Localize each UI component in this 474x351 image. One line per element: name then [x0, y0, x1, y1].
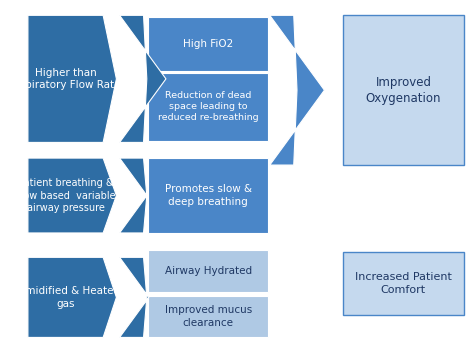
Polygon shape	[28, 158, 117, 233]
Text: Higher than
Inspiratory Flow Rate: Higher than Inspiratory Flow Rate	[10, 68, 121, 90]
Text: Increased Patient
Comfort: Increased Patient Comfort	[355, 272, 452, 294]
Polygon shape	[119, 15, 166, 143]
Text: Improved
Oxygenation: Improved Oxygenation	[365, 76, 441, 105]
Text: High FiO2: High FiO2	[183, 39, 233, 49]
Text: Promotes slow &
deep breathing: Promotes slow & deep breathing	[165, 184, 252, 207]
FancyBboxPatch shape	[343, 252, 464, 315]
Polygon shape	[28, 15, 117, 143]
Polygon shape	[119, 257, 149, 337]
Text: Airway Hydrated: Airway Hydrated	[165, 266, 252, 276]
Polygon shape	[119, 158, 147, 233]
FancyBboxPatch shape	[148, 73, 268, 141]
Text: Reduction of dead
space leading to
reduced re-breathing: Reduction of dead space leading to reduc…	[158, 91, 259, 122]
Text: Improved mucus
clearance: Improved mucus clearance	[164, 305, 252, 328]
FancyBboxPatch shape	[148, 17, 268, 71]
Polygon shape	[270, 15, 324, 165]
FancyBboxPatch shape	[148, 296, 268, 337]
FancyBboxPatch shape	[148, 250, 268, 292]
FancyBboxPatch shape	[148, 158, 268, 233]
Polygon shape	[28, 257, 117, 337]
Text: Humidified & Heated
gas: Humidified & Heated gas	[11, 286, 120, 309]
FancyBboxPatch shape	[343, 15, 464, 165]
Text: Patient breathing &
Flow based  variable
airway pressure: Patient breathing & Flow based variable …	[15, 178, 116, 213]
